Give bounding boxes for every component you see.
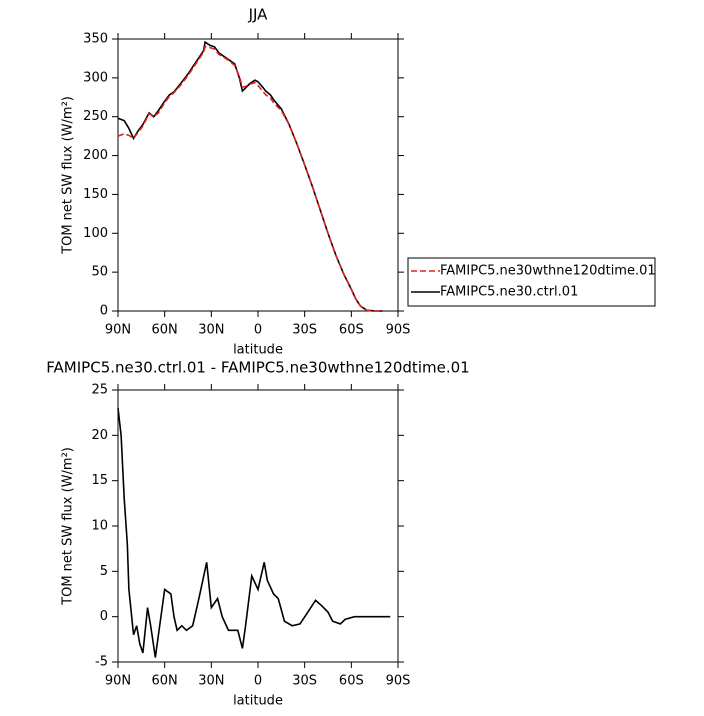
x-axis-label: latitude	[233, 694, 283, 709]
x-tick-label: 30S	[292, 674, 317, 689]
y-tick-label: 10	[91, 519, 108, 534]
data-line	[117, 40, 383, 312]
chart-title: FAMIPC5.ne30.ctrl.01 - FAMIPC5.ne30wthne…	[46, 359, 469, 377]
x-tick-label: 0	[254, 674, 262, 689]
y-tick-label: 5	[100, 564, 108, 579]
y-tick-label: -5	[95, 655, 108, 670]
x-tick-label: 90S	[386, 323, 411, 338]
x-tick-label: 90S	[386, 674, 411, 689]
x-tick-label: 0	[254, 323, 262, 338]
y-tick-label: 25	[91, 383, 108, 398]
data-line	[117, 45, 383, 312]
y-tick-label: 0	[100, 304, 108, 319]
y-tick-label: 20	[91, 428, 108, 443]
y-axis-label: TOM net SW flux (W/m²)	[61, 447, 76, 606]
x-tick-label: 60N	[152, 323, 178, 338]
y-tick-label: 200	[83, 148, 108, 163]
legend-label: FAMIPC5.ne30.ctrl.01	[440, 285, 578, 300]
y-tick-label: 0	[100, 609, 108, 624]
legend-label: FAMIPC5.ne30wthne120dtime.01	[440, 264, 656, 279]
x-tick-label: 30N	[198, 674, 224, 689]
chart-title: JJA	[248, 6, 269, 24]
x-tick-label: 60S	[339, 674, 364, 689]
y-tick-label: 350	[83, 32, 108, 47]
x-axis-label: latitude	[233, 343, 283, 358]
x-tick-label: 60N	[152, 674, 178, 689]
data-line	[117, 408, 391, 658]
y-axis-label: TOM net SW flux (W/m²)	[61, 96, 76, 255]
x-tick-label: 60S	[339, 323, 364, 338]
y-tick-label: 100	[83, 226, 108, 241]
x-tick-label: 30S	[292, 323, 317, 338]
y-tick-label: 250	[83, 109, 108, 124]
x-tick-label: 30N	[198, 323, 224, 338]
legend-box	[407, 257, 656, 307]
y-tick-label: 300	[83, 70, 108, 85]
plot-frame	[117, 38, 399, 312]
x-tick-label: 90N	[105, 323, 131, 338]
y-tick-label: 50	[91, 265, 108, 280]
y-tick-label: 150	[83, 187, 108, 202]
y-tick-label: 15	[91, 473, 108, 488]
x-tick-label: 90N	[105, 674, 131, 689]
